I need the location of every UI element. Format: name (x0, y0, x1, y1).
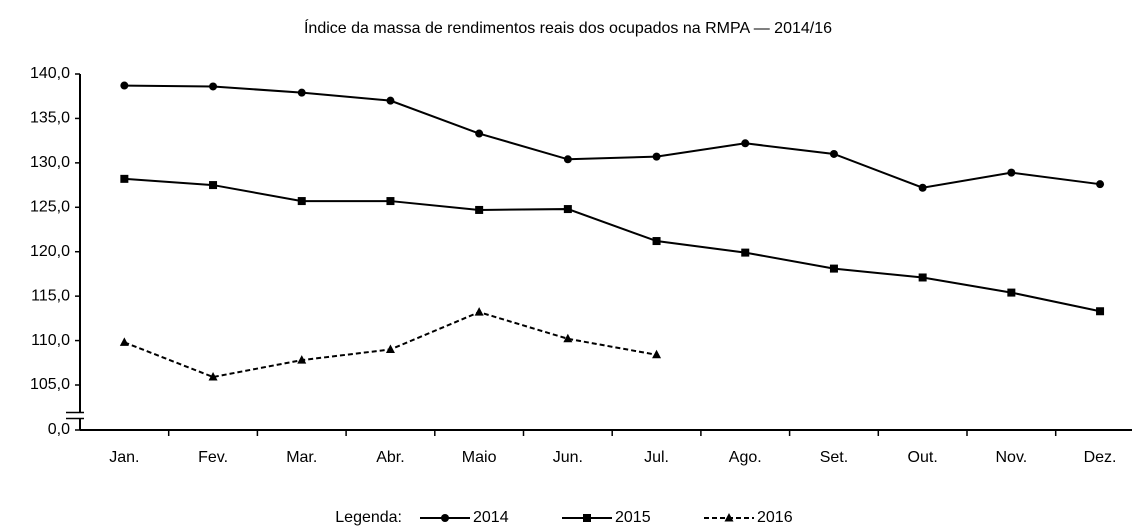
legend-label: 2016 (757, 509, 793, 526)
point (583, 514, 591, 522)
point (1007, 288, 1016, 297)
point (209, 82, 218, 91)
x-tick-label: Fev. (198, 449, 228, 466)
x-tick-label: Set. (820, 449, 848, 466)
point (563, 155, 572, 164)
point (475, 205, 484, 214)
x-tick-label: Maio (462, 449, 497, 466)
x-tick-label: Mar. (286, 449, 317, 466)
point (652, 349, 662, 359)
point (120, 81, 129, 90)
y-tick-label: 135,0 (30, 110, 70, 127)
series-line (124, 84, 1101, 189)
point (209, 181, 218, 190)
point (386, 197, 395, 206)
point (918, 183, 927, 192)
point (652, 237, 661, 246)
point (724, 513, 734, 522)
y-tick-label: 110,0 (31, 332, 70, 349)
point (120, 174, 129, 183)
legend-label: 2014 (473, 509, 509, 526)
point (1007, 168, 1016, 177)
point (385, 344, 395, 353)
point (208, 372, 218, 381)
point (119, 337, 129, 346)
point (297, 88, 306, 97)
y-tick-label: 115,0 (31, 287, 70, 304)
x-tick-label: Dez. (1084, 449, 1117, 466)
x-tick-label: Nov. (995, 449, 1027, 466)
point (741, 139, 750, 148)
x-tick-label: Ago. (729, 449, 762, 466)
point (563, 333, 573, 343)
x-tick-label: Abr. (376, 449, 404, 466)
point (563, 205, 572, 214)
x-tick-label: Jan. (109, 449, 139, 466)
point (918, 273, 927, 282)
point (386, 96, 395, 105)
point (829, 149, 838, 158)
x-tick-label: Jun. (553, 449, 583, 466)
point (829, 264, 838, 273)
point (474, 307, 484, 316)
point (297, 197, 306, 206)
legend-label: 2015 (615, 509, 651, 526)
point (475, 129, 484, 138)
chart-title: Índice da massa de rendimentos reais dos… (304, 18, 832, 37)
x-tick-label: Jul. (644, 449, 669, 466)
point (1096, 180, 1105, 189)
point (297, 355, 307, 364)
y-tick-label: 120,0 (30, 243, 70, 260)
y-tick-label: 0,0 (48, 421, 70, 438)
y-tick-label: 140,0 (30, 65, 70, 82)
series-line (124, 177, 1101, 313)
y-tick-label: 130,0 (30, 154, 70, 171)
point (741, 248, 750, 257)
point (1096, 307, 1105, 316)
y-tick-label: 125,0 (30, 199, 70, 216)
legend-title: Legenda: (335, 509, 402, 526)
y-tick-label: 105,0 (30, 376, 70, 393)
x-tick-label: Out. (908, 449, 938, 466)
axis-break (78, 412, 82, 419)
point (652, 152, 661, 161)
point (441, 514, 449, 522)
